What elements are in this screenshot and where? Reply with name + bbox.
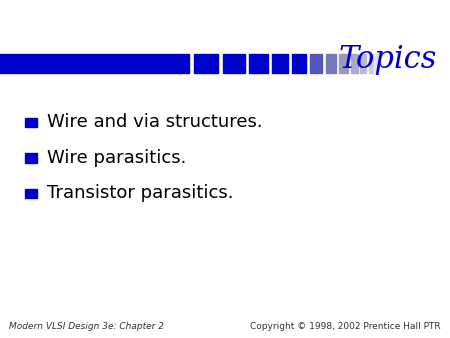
Bar xyxy=(339,54,348,73)
Bar xyxy=(249,54,268,73)
Text: Topics: Topics xyxy=(338,44,436,75)
Bar xyxy=(272,54,288,73)
Bar xyxy=(351,54,358,73)
Text: Copyright © 1998, 2002 Prentice Hall PTR: Copyright © 1998, 2002 Prentice Hall PTR xyxy=(250,321,441,331)
Bar xyxy=(310,54,322,73)
Text: Wire parasitics.: Wire parasitics. xyxy=(47,149,187,167)
Text: Modern VLSI Design 3e: Chapter 2: Modern VLSI Design 3e: Chapter 2 xyxy=(9,321,164,331)
Bar xyxy=(223,54,245,73)
Bar xyxy=(25,118,37,127)
Bar xyxy=(0,54,189,73)
Bar xyxy=(326,54,336,73)
Bar xyxy=(369,54,373,73)
Bar xyxy=(292,54,306,73)
Bar xyxy=(25,189,37,198)
Bar xyxy=(25,153,37,163)
Text: Wire and via structures.: Wire and via structures. xyxy=(47,114,263,131)
Bar xyxy=(375,54,378,73)
Bar xyxy=(360,54,366,73)
Text: Transistor parasitics.: Transistor parasitics. xyxy=(47,185,234,202)
Bar xyxy=(194,54,218,73)
